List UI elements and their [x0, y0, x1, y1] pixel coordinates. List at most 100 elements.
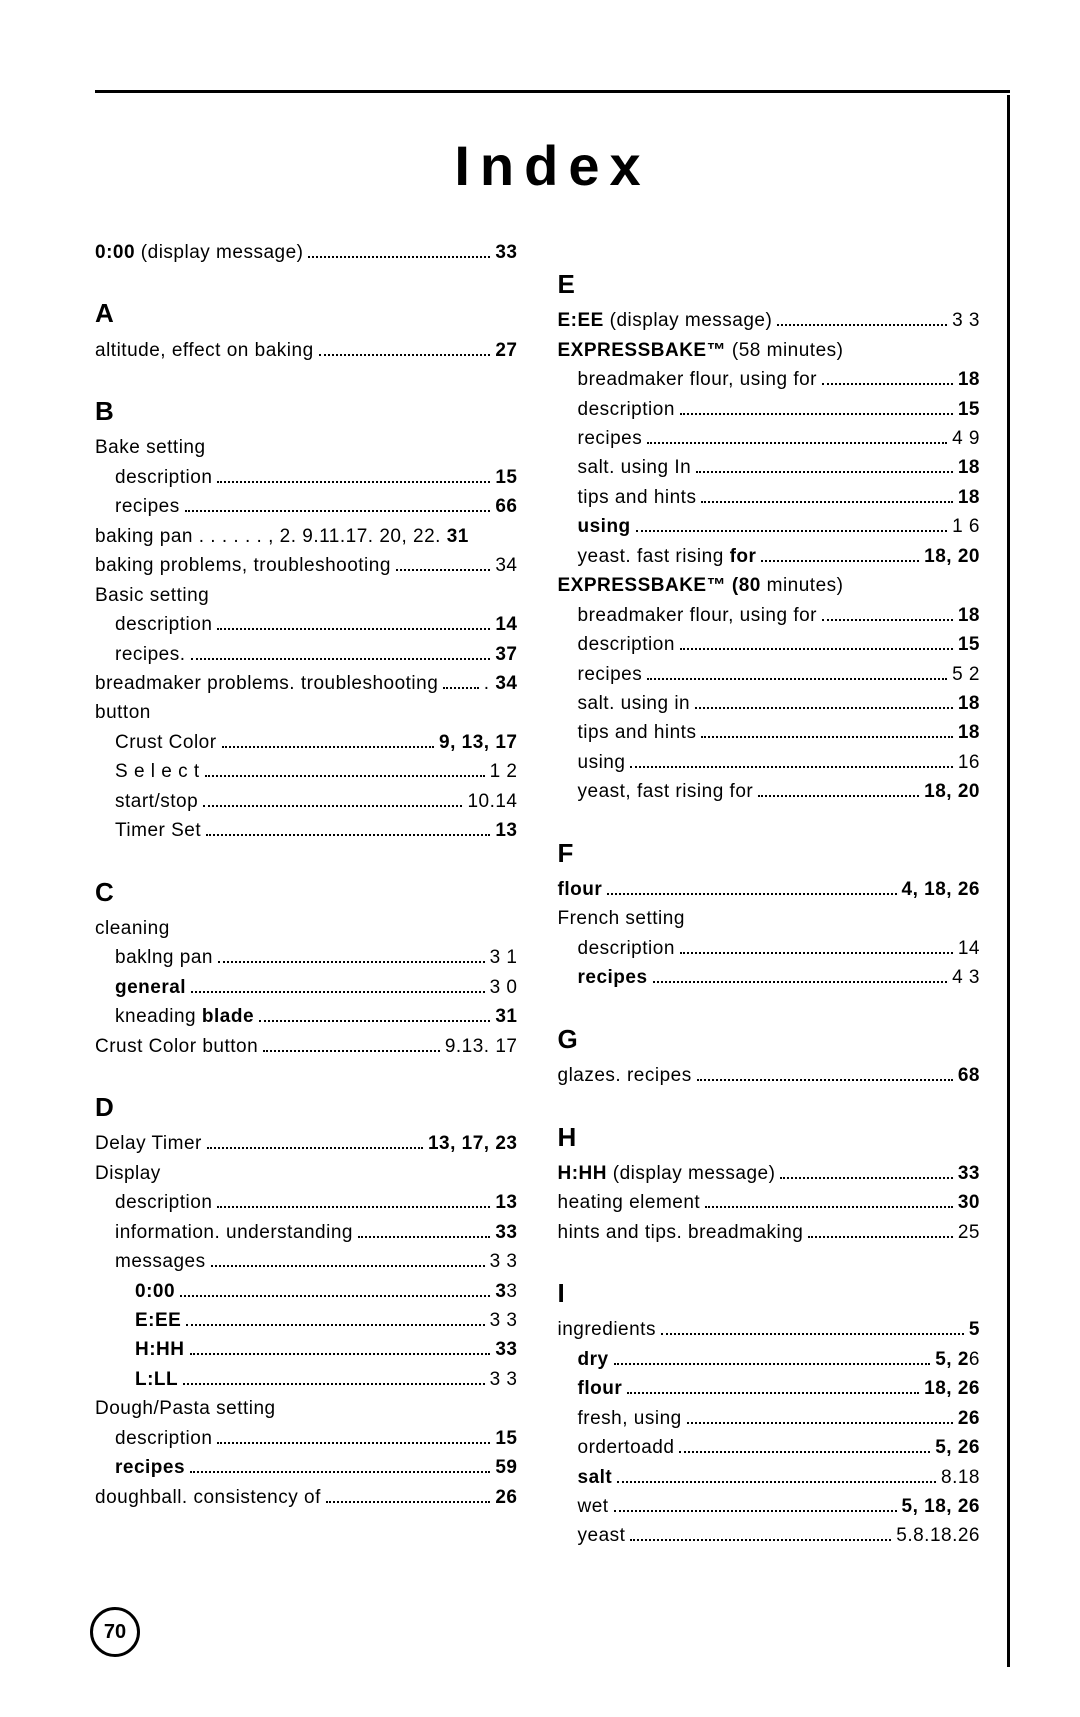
index-entry-page: 9, 13, 17 [439, 728, 517, 757]
index-entry: recipes.37 [95, 640, 518, 669]
index-entry-page: 26 [495, 1483, 517, 1512]
index-entry-page: . 34 [484, 669, 518, 698]
index-entry-label: cleaning [95, 914, 170, 943]
index-entry-page: 3 3 [952, 306, 980, 335]
leader-dots [661, 1318, 964, 1335]
index-entry: H:HH (display message)33 [558, 1159, 981, 1188]
index-entry-label: ingredients [558, 1315, 656, 1344]
leader-dots [211, 1250, 485, 1267]
index-entry-page: 25 [958, 1218, 980, 1247]
leader-dots [308, 241, 490, 258]
index-entry-label: information. understanding [115, 1218, 353, 1247]
leader-dots [687, 1407, 953, 1424]
leader-dots [627, 1377, 919, 1394]
index-entry-page: 15 [495, 1424, 517, 1453]
index-entry: fresh, using26 [558, 1404, 981, 1433]
index-entry-label: H:HH [135, 1335, 185, 1364]
index-entry-page: 30 [958, 1188, 980, 1217]
index-entry-page: 68 [958, 1061, 980, 1090]
index-entry-page: 33 [495, 238, 517, 267]
index-entry-page: 8.18 [941, 1463, 980, 1492]
leader-dots [214, 585, 512, 600]
leader-dots [607, 878, 896, 895]
index-entry-page: 10.14 [467, 787, 517, 816]
index-entry: description 15 [95, 1424, 518, 1453]
leader-dots [808, 1221, 952, 1238]
index-entry-page: 18, 20 [924, 542, 980, 571]
index-entry-label: baklng pan [115, 943, 213, 972]
index-entry-label: E:EE [135, 1306, 181, 1335]
index-entry: Delay Timer13, 17, 23 [95, 1129, 518, 1158]
index-entry-label: ordertoadd [578, 1433, 675, 1462]
leader-dots [630, 1524, 891, 1541]
index-entry-page: 9.13. 17 [445, 1032, 518, 1061]
index-entry-label: kneading blade [115, 1002, 254, 1031]
index-entry-page: 4 9 [952, 424, 980, 453]
leader-dots [696, 456, 953, 473]
index-entry-label: description [115, 1424, 212, 1453]
section-letter: I [558, 1273, 981, 1313]
index-entry-label: H:HH (display message) [558, 1159, 776, 1188]
index-entry-label: using [578, 512, 631, 541]
index-entry: recipes5 2 [558, 660, 981, 689]
index-entry: glazes. recipes 68 [558, 1061, 981, 1090]
index-entry-label: 0:00 [135, 1277, 175, 1306]
leader-dots [259, 1005, 490, 1022]
index-entry-label: recipes [578, 963, 648, 992]
index-entry-page: 15 [958, 395, 980, 424]
index-entry-page: 3 3 [490, 1365, 518, 1394]
leader-dots [207, 1132, 423, 1149]
index-entry: Dough/Pasta setting [95, 1394, 518, 1423]
page-title: Index [95, 133, 1010, 198]
index-entry-page: 3 3 [490, 1247, 518, 1276]
index-entry: yeast5.8.18.26 [558, 1521, 981, 1550]
leader-dots [474, 527, 513, 542]
index-entry-label: tips and hints [578, 718, 697, 747]
index-entry: tips and hints 18 [558, 718, 981, 747]
index-column-right: EE:EE (display message)3 3EXPRESSBAKE™ (… [558, 238, 981, 1551]
leader-dots [156, 703, 513, 718]
index-entry-label: general [115, 973, 186, 1002]
index-entry-label: using [578, 748, 626, 777]
leader-dots [281, 1399, 513, 1414]
index-entry-label: doughball. consistency of [95, 1483, 321, 1512]
leader-dots [701, 721, 952, 738]
index-entry-label: breadmaker flour, using for [578, 365, 818, 394]
section-letter: B [95, 391, 518, 431]
index-entry-label: salt. using in [578, 689, 691, 718]
index-entry-page: 18 [958, 601, 980, 630]
index-entry: flour18, 26 [558, 1374, 981, 1403]
leader-dots [647, 427, 947, 444]
index-entry-page: 33 [495, 1277, 517, 1306]
section-letter: H [558, 1117, 981, 1157]
index-entry-page: 15 [958, 630, 980, 659]
index-entry-page: 33 [495, 1335, 517, 1364]
index-entry-label: recipes [578, 660, 643, 689]
index-entry-label: salt. using In [578, 453, 692, 482]
index-entry-label: EXPRESSBAKE™ (80 minutes) [558, 571, 844, 600]
index-entry: Timer Set13 [95, 816, 518, 845]
index-entry: recipes 4 3 [558, 963, 981, 992]
index-entry-label: recipes [115, 492, 180, 521]
index-entry: wet5, 18, 26 [558, 1492, 981, 1521]
index-entry-label: Dough/Pasta setting [95, 1394, 276, 1423]
index-entry-page: 4 3 [952, 963, 980, 992]
index-entry: dry5, 26 [558, 1345, 981, 1374]
leader-dots [679, 1436, 930, 1453]
index-entry: yeast, fast rising for18, 20 [558, 777, 981, 806]
index-entry: S e l e c t1 2 [95, 757, 518, 786]
index-entry-page: 18, 20 [924, 777, 980, 806]
right-rule [1007, 95, 1010, 1667]
leader-dots [680, 397, 953, 414]
index-entry-label: Timer Set [115, 816, 201, 845]
index-entry-page: 18 [958, 483, 980, 512]
index-entry: recipes66 [95, 492, 518, 521]
index-entry-page: 18 [958, 718, 980, 747]
index-entry-label: glazes. recipes [558, 1061, 692, 1090]
index-entry: tips and hints 18 [558, 483, 981, 512]
index-entry-page: 14 [495, 610, 517, 639]
index-entry: H:HH 33 [95, 1335, 518, 1364]
index-entry: Basic setting [95, 581, 518, 610]
leader-dots [217, 1191, 490, 1208]
index-entry-label: tips and hints [578, 483, 697, 512]
